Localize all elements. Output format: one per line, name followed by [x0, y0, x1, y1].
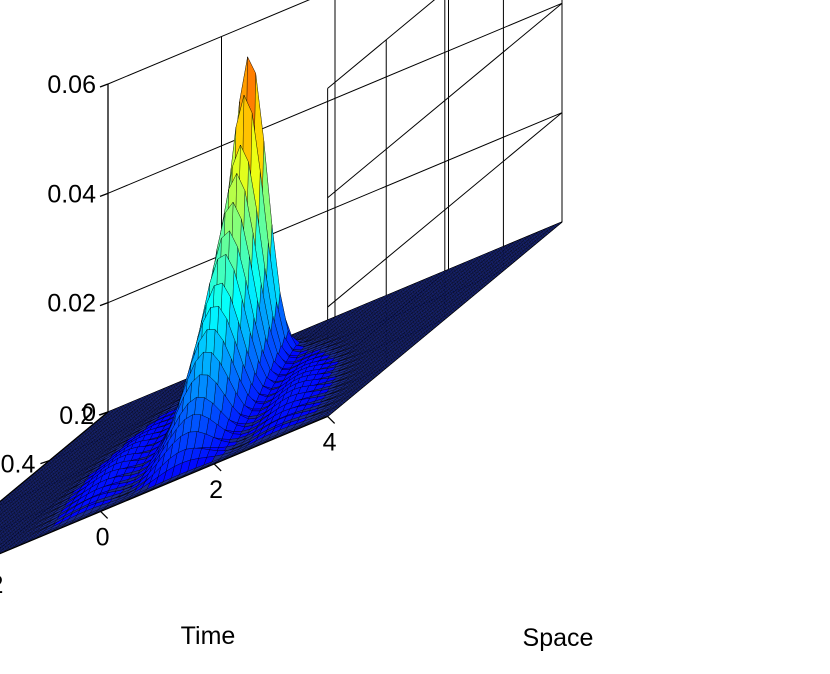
z-tick-mark-1	[99, 302, 109, 307]
z-tick-mark-3	[99, 83, 109, 88]
space-tick-label-2: 0	[96, 523, 110, 551]
space-tick-mark-3	[213, 463, 222, 472]
z-tick-mark-2	[99, 192, 109, 197]
grid-line-back-z-3	[107, 0, 311, 85]
surface	[0, 56, 563, 554]
time-tick-label-1: 0.4	[1, 451, 36, 479]
z-tick-label-1: 0.02	[47, 290, 96, 318]
grid-line-side-z-3	[327, 0, 435, 89]
space-tick-mark-2	[100, 510, 109, 519]
time-tick-label-0: 0.2	[59, 402, 94, 430]
z-tick-label-3: 0.06	[47, 71, 96, 99]
y-axis-title: Time	[181, 622, 236, 650]
z-tick-label-2: 0.04	[47, 180, 96, 208]
space-tick-label-4: 4	[323, 428, 337, 456]
space-tick-mark-4	[327, 415, 336, 424]
space-tick-label-3: 2	[209, 476, 223, 504]
x-axis-title: Space	[523, 624, 594, 652]
space-tick-label-1: −2	[0, 571, 3, 599]
